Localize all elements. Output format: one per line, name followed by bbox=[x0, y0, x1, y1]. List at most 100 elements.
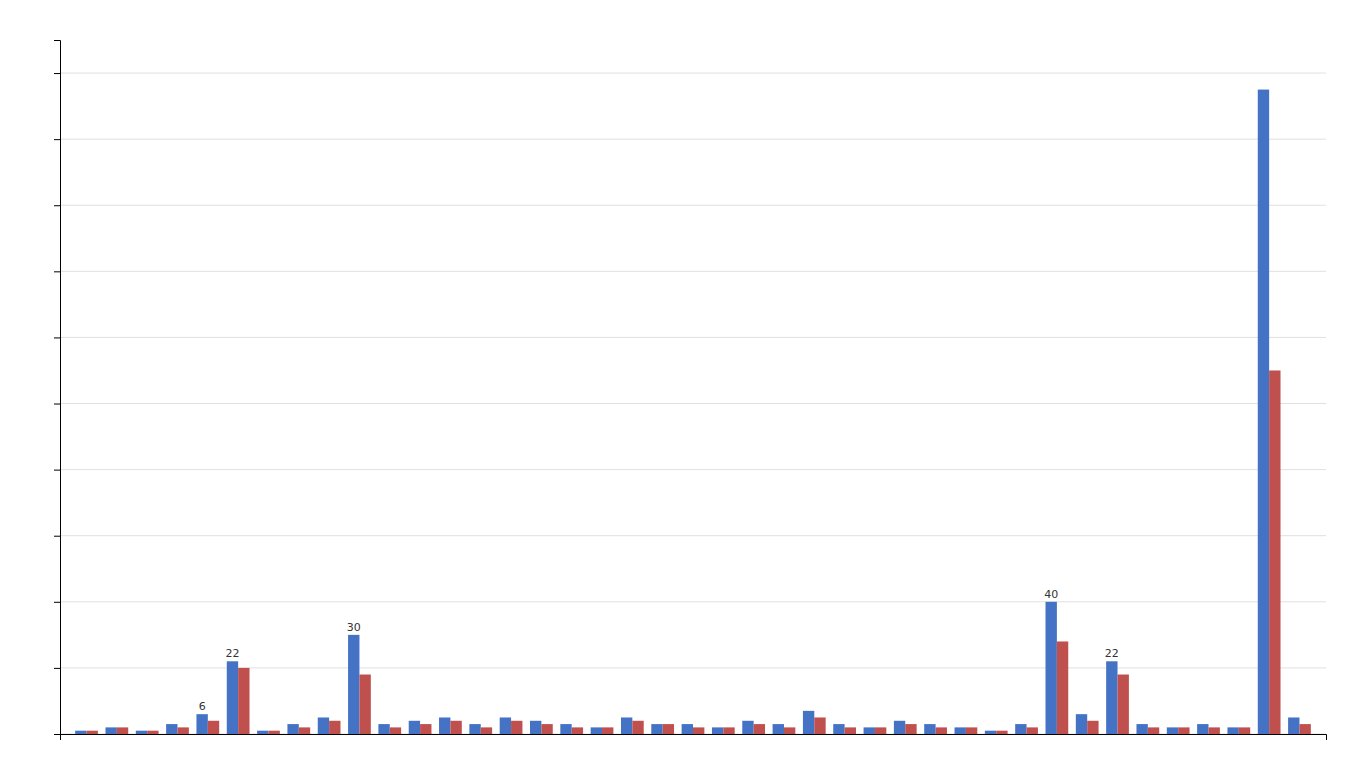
bar bbox=[196, 714, 207, 734]
data-label: 30 bbox=[347, 621, 361, 634]
bar bbox=[1299, 724, 1310, 734]
bar bbox=[682, 724, 693, 734]
bar bbox=[996, 731, 1007, 734]
bar bbox=[500, 717, 511, 734]
bar bbox=[117, 727, 128, 734]
bar bbox=[178, 727, 189, 734]
bar bbox=[1258, 90, 1269, 734]
grid-line bbox=[60, 601, 1326, 602]
tick bbox=[54, 337, 60, 338]
bar bbox=[966, 727, 977, 734]
bar bbox=[1148, 727, 1159, 734]
grid-line bbox=[60, 403, 1326, 404]
tick bbox=[54, 73, 60, 74]
bar bbox=[651, 724, 662, 734]
bar bbox=[541, 724, 552, 734]
bar bbox=[481, 727, 492, 734]
tick bbox=[54, 139, 60, 140]
bar bbox=[1087, 721, 1098, 734]
tick-mark bbox=[54, 734, 60, 735]
tick-mark bbox=[54, 205, 60, 206]
bar bbox=[1197, 724, 1208, 734]
tick-mark bbox=[54, 602, 60, 603]
grid-line bbox=[60, 205, 1326, 206]
bar bbox=[773, 724, 784, 734]
bar bbox=[420, 724, 431, 734]
bar bbox=[136, 731, 147, 734]
bar bbox=[1106, 661, 1117, 734]
bar bbox=[814, 717, 825, 734]
tick bbox=[54, 668, 60, 669]
tick-mark bbox=[54, 470, 60, 471]
y-axis bbox=[54, 41, 61, 735]
grid bbox=[60, 73, 1326, 734]
bar bbox=[147, 731, 158, 734]
bar bbox=[439, 717, 450, 734]
tick-mark bbox=[54, 404, 60, 405]
bar bbox=[1227, 727, 1238, 734]
bar bbox=[378, 724, 389, 734]
tick bbox=[54, 734, 60, 735]
axis-line bbox=[61, 735, 1327, 741]
tick bbox=[54, 602, 60, 603]
grid-line bbox=[60, 667, 1326, 668]
bar bbox=[87, 731, 98, 734]
tick-mark bbox=[54, 536, 60, 537]
bar bbox=[511, 721, 522, 734]
bar bbox=[1239, 727, 1250, 734]
grid-line bbox=[60, 271, 1326, 272]
data-label: 6 bbox=[199, 700, 206, 713]
bar-series bbox=[75, 90, 1299, 734]
bar bbox=[784, 727, 795, 734]
tick bbox=[54, 536, 60, 537]
bar bbox=[712, 727, 723, 734]
bar bbox=[1178, 727, 1189, 734]
bar bbox=[105, 727, 116, 734]
tick bbox=[54, 404, 60, 405]
bar bbox=[268, 731, 279, 734]
tick bbox=[54, 470, 60, 471]
bar bbox=[845, 727, 856, 734]
bar-series bbox=[87, 370, 1311, 734]
bar bbox=[1167, 727, 1178, 734]
chart: 6 22 30 40 22 bbox=[0, 0, 1366, 784]
data-label: 22 bbox=[225, 647, 239, 660]
data-label: 40 bbox=[1044, 588, 1058, 601]
bar bbox=[1269, 370, 1280, 734]
bar bbox=[409, 721, 420, 734]
bar bbox=[591, 727, 602, 734]
bar bbox=[257, 731, 268, 734]
tick-mark bbox=[54, 271, 60, 272]
x-axis bbox=[61, 735, 1327, 741]
bar bbox=[936, 727, 947, 734]
bar bbox=[450, 721, 461, 734]
bar bbox=[985, 731, 996, 734]
bar bbox=[238, 668, 249, 734]
bar bbox=[359, 675, 370, 734]
bar bbox=[955, 727, 966, 734]
bar bbox=[287, 724, 298, 734]
tick bbox=[54, 271, 60, 272]
tick-mark bbox=[54, 73, 60, 74]
plot: 6 22 30 40 22 bbox=[54, 41, 1327, 741]
grid-line bbox=[60, 73, 1326, 74]
bar bbox=[723, 727, 734, 734]
bar bbox=[864, 727, 875, 734]
bar bbox=[318, 717, 329, 734]
bar bbox=[348, 635, 359, 734]
bar bbox=[299, 727, 310, 734]
tick bbox=[54, 205, 60, 206]
bar bbox=[924, 724, 935, 734]
tick-mark bbox=[54, 668, 60, 669]
bar bbox=[390, 727, 401, 734]
bar bbox=[75, 731, 86, 734]
data-label: 22 bbox=[1105, 647, 1119, 660]
bar bbox=[905, 724, 916, 734]
bar bbox=[663, 724, 674, 734]
bar bbox=[894, 721, 905, 734]
tick-mark bbox=[54, 337, 60, 338]
bar bbox=[1118, 675, 1129, 734]
bar bbox=[754, 724, 765, 734]
bar bbox=[1288, 717, 1299, 734]
bar bbox=[208, 721, 219, 734]
